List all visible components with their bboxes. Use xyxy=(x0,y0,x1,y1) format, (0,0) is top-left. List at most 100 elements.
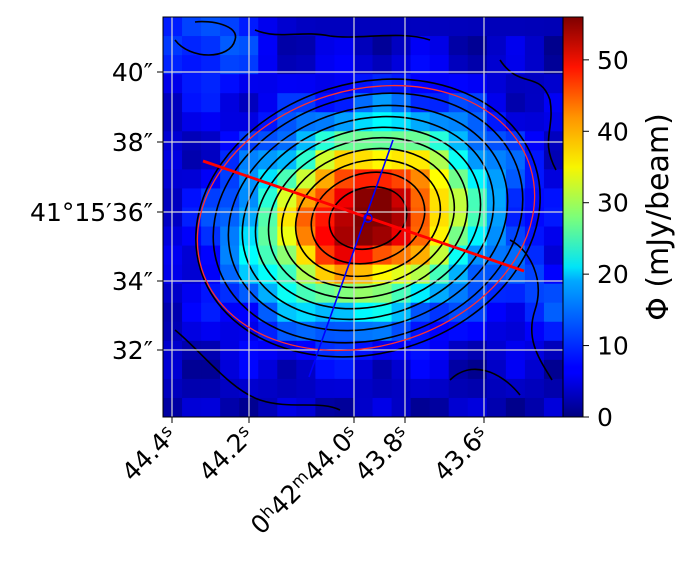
heatmap-cell xyxy=(182,417,202,437)
heatmap-cell xyxy=(410,340,431,361)
heatmap-cell xyxy=(296,93,316,113)
heatmap-cell xyxy=(467,112,488,132)
heatmap-cell xyxy=(391,150,412,170)
heatmap-cell xyxy=(220,321,240,342)
heatmap-cell xyxy=(334,397,355,417)
heatmap-cell xyxy=(448,169,469,190)
heatmap-cell xyxy=(543,74,563,94)
heatmap-cell xyxy=(487,417,507,437)
heatmap-cell xyxy=(201,321,221,342)
major-axis-line xyxy=(202,159,525,273)
heatmap-cell xyxy=(220,397,240,417)
heatmap-cell xyxy=(543,226,563,247)
heatmap-cells xyxy=(163,17,564,437)
heatmap-cell xyxy=(505,188,526,209)
heatmap-cell xyxy=(201,188,221,209)
heatmap-cell xyxy=(277,378,297,399)
y-tick-label: 32″ xyxy=(112,336,153,365)
heatmap-cell xyxy=(524,321,545,342)
heatmap-cell xyxy=(524,112,545,132)
heatmap-cell xyxy=(467,378,488,399)
heatmap-cell xyxy=(506,417,526,437)
heatmap-cell xyxy=(277,169,297,190)
heatmap-cell xyxy=(467,321,488,342)
heatmap-cell xyxy=(372,226,393,247)
heatmap-cell xyxy=(505,36,526,56)
contour-line xyxy=(294,158,442,278)
contour-line xyxy=(241,115,495,321)
heatmap-cell xyxy=(372,55,393,75)
heatmap-cell xyxy=(372,17,393,37)
heatmap-cell xyxy=(315,150,336,170)
heatmap-cell xyxy=(277,226,297,247)
heatmap-cell xyxy=(467,74,488,94)
heatmap-cell xyxy=(182,359,202,380)
heatmap-cell xyxy=(163,378,183,399)
heatmap-cell xyxy=(372,93,393,113)
heatmap-cell xyxy=(277,283,297,304)
heatmap-cell xyxy=(391,55,412,75)
y-axis: 40″ 38″ 41°15′36″ 34″ 32″ xyxy=(30,58,163,365)
heatmap-cell xyxy=(505,74,526,94)
heatmap-cell xyxy=(410,245,431,266)
heatmap-cell xyxy=(486,93,507,113)
heatmap-cell xyxy=(486,207,507,228)
source-center-marker xyxy=(363,213,373,223)
heatmap-cell xyxy=(391,74,412,94)
heatmap-cell xyxy=(543,264,563,285)
heatmap-cell xyxy=(505,17,526,37)
heatmap-cell xyxy=(258,17,278,37)
heatmap-cell xyxy=(182,321,202,342)
heatmap-cell xyxy=(524,378,545,399)
heatmap-cell xyxy=(372,112,393,132)
heatmap-cell xyxy=(163,74,183,94)
heatmap-cell xyxy=(486,264,507,285)
heatmap-cell xyxy=(201,359,221,380)
heatmap-cell xyxy=(544,417,564,437)
heatmap-cell xyxy=(296,74,316,94)
contour-line xyxy=(280,147,456,289)
heatmap-cell xyxy=(201,131,221,151)
heatmap-cell xyxy=(543,131,563,151)
heatmap-cell xyxy=(448,150,469,170)
heatmap-cell xyxy=(467,36,488,56)
heatmap-cell xyxy=(220,226,240,247)
heatmap-cell xyxy=(391,207,412,228)
heatmap-cell xyxy=(448,131,469,151)
heatmap-cell xyxy=(543,36,563,56)
heatmap-cell xyxy=(448,36,469,56)
heatmap-cell xyxy=(505,150,526,170)
heatmap-cell xyxy=(543,397,563,417)
heatmap-cell xyxy=(486,302,507,323)
heatmap-cell xyxy=(201,245,221,266)
heatmap-cell xyxy=(429,112,450,132)
heatmap-cell xyxy=(391,340,412,361)
contour-line xyxy=(254,29,431,41)
heatmap-cell xyxy=(486,378,507,399)
heatmap-cell xyxy=(163,321,183,342)
heatmap-cell xyxy=(163,112,183,132)
heatmap-cell xyxy=(524,93,545,113)
heatmap-cell xyxy=(334,36,355,56)
heatmap-cell xyxy=(334,226,355,247)
heatmap-cell xyxy=(467,397,488,417)
heatmap-cell xyxy=(524,359,545,380)
heatmap-cell xyxy=(391,17,412,37)
heatmap-cell xyxy=(201,93,221,113)
heatmap-cell xyxy=(524,264,545,285)
heatmap-cell xyxy=(163,340,183,361)
heatmap-cell xyxy=(277,55,297,75)
heatmap-cell xyxy=(182,340,202,361)
colorbar-tick-label: 20 xyxy=(597,260,629,289)
heatmap-cell xyxy=(543,378,563,399)
contour-line xyxy=(227,104,509,332)
heatmap-cell xyxy=(258,74,278,94)
heatmap-cell xyxy=(334,321,355,342)
x-tick-label: 43.8s xyxy=(349,421,415,487)
heatmap-cell xyxy=(220,74,240,94)
heatmap-cell xyxy=(467,340,488,361)
heatmap-cell xyxy=(372,283,393,304)
heatmap-cell xyxy=(410,397,431,417)
heatmap-cell xyxy=(353,188,374,209)
